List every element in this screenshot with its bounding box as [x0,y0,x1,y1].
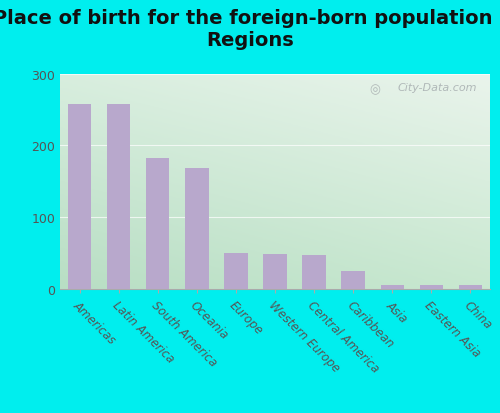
Text: Place of birth for the foreign-born population -
Regions: Place of birth for the foreign-born popu… [0,9,500,50]
Text: ◎: ◎ [370,83,380,96]
Text: City-Data.com: City-Data.com [398,83,477,93]
Bar [302,256,326,289]
Bar [185,169,208,289]
Bar [458,285,482,289]
Bar [380,285,404,289]
Bar [224,253,248,289]
Bar [107,105,130,289]
Bar [420,285,443,289]
Bar [264,254,286,289]
Bar [146,159,170,289]
Bar [68,104,92,289]
Bar [342,271,365,289]
